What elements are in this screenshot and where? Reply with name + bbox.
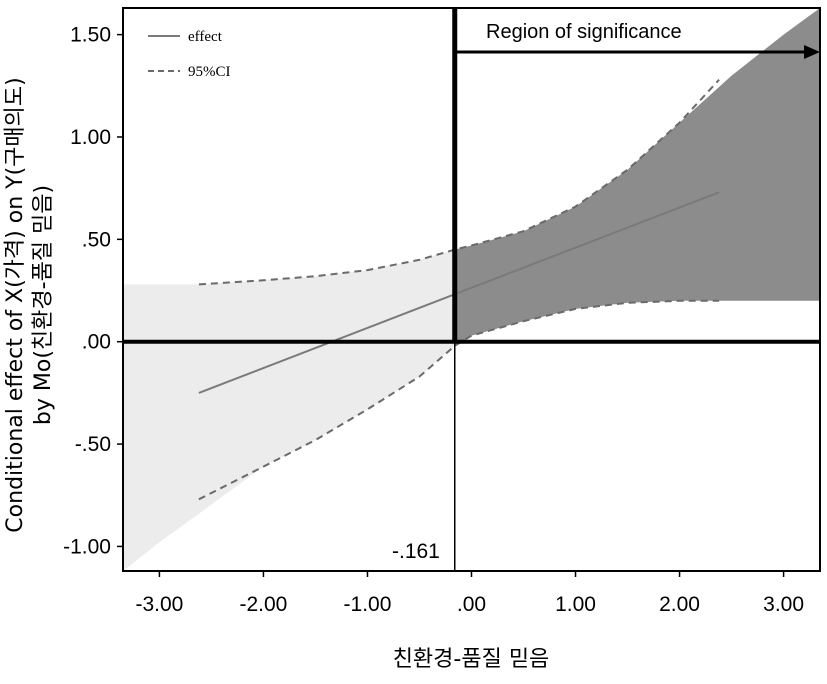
y-tick-label: 1.50 xyxy=(70,24,111,47)
y-axis-title-line1: Conditional effect of X(가격) on Y(구매의도) xyxy=(3,77,28,532)
x-tick-label: 3.00 xyxy=(763,593,804,616)
x-tick-label: 1.00 xyxy=(555,593,596,616)
effect-line xyxy=(198,191,720,394)
y-tick-label: -.50 xyxy=(75,433,111,456)
legend: effect 95%CI xyxy=(148,29,231,80)
legend-effect-label: effect xyxy=(188,29,223,45)
legend-ci-label: 95%CI xyxy=(188,64,231,80)
jn-point-label: -.161 xyxy=(392,540,440,563)
y-tick-label: -1.00 xyxy=(63,535,111,558)
ci-upper-line xyxy=(198,79,720,286)
y-axis-title-line2: by Mo(친환경-품질 믿음) xyxy=(31,185,56,425)
x-tick-label: -2.00 xyxy=(240,593,288,616)
x-axis-title: 친환경-품질 믿음 xyxy=(393,647,550,672)
nonsignificant-ci-band xyxy=(123,249,455,571)
x-tick-label: -1.00 xyxy=(344,593,392,616)
x-tick-label: .00 xyxy=(457,593,486,616)
confidence-bands xyxy=(123,8,820,571)
x-tick-label: -3.00 xyxy=(135,593,183,616)
y-tick-label: .50 xyxy=(82,228,111,251)
region-of-significance-label: Region of significance xyxy=(486,21,682,43)
x-tick-label: 2.00 xyxy=(659,593,700,616)
y-tick-label: 1.00 xyxy=(70,126,111,149)
series-lines xyxy=(198,79,720,501)
region-arrow-head xyxy=(804,45,820,59)
axis-ticks: 1.50 1.00 .50 .00 -.50 -1.00 -3.00 -2.00 -1.00 .0… xyxy=(63,24,804,616)
y-tick-label: .00 xyxy=(82,331,111,354)
significant-ci-band xyxy=(454,8,820,346)
ci-lower-line xyxy=(198,299,720,501)
